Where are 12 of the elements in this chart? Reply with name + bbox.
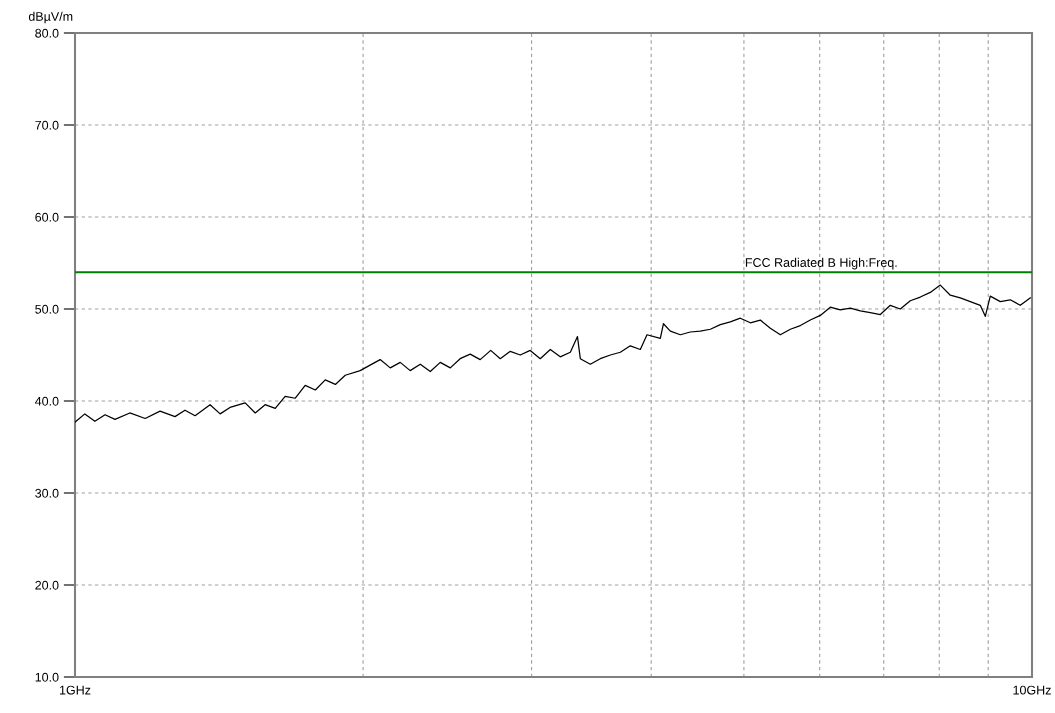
y-tick-label: 80.0 — [35, 28, 59, 38]
ref-line-label: FCC Radiated B High:Freq. — [745, 257, 897, 270]
y-tick-label: 50.0 — [35, 304, 59, 314]
y-tick-label: 60.0 — [35, 212, 59, 222]
y-tick-label: 30.0 — [35, 488, 59, 498]
y-tick-label: 70.0 — [35, 120, 59, 130]
x-tick-label: 1GHz — [59, 685, 91, 695]
y-tick-label: 20.0 — [35, 580, 59, 590]
y-tick-label: 10.0 — [35, 672, 59, 682]
y-axis-title: dBµV/m — [28, 11, 73, 24]
y-tick-label: 40.0 — [34, 396, 59, 406]
x-tick-label: 10GHz — [1013, 685, 1051, 695]
